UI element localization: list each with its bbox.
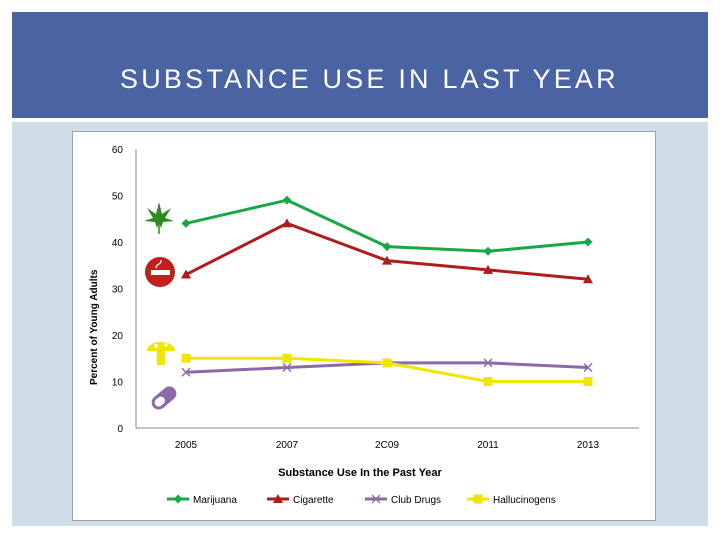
cigarette-series-line xyxy=(185,221,589,281)
x-tick-label: 2013 xyxy=(577,440,600,451)
y-tick-label: 40 xyxy=(112,238,124,249)
y-tick-label: 50 xyxy=(112,192,124,203)
cannabis-leaf-icon xyxy=(144,202,174,234)
x-tick-label: 2005 xyxy=(175,440,198,451)
hallucinogens-data-point xyxy=(583,377,593,386)
x-axis-label: Substance Use In the Past Year xyxy=(278,467,442,479)
chart-area: Percent of Young Adults Substance Use In… xyxy=(72,131,656,521)
cigarette-data-point xyxy=(483,264,493,274)
legend-item-cigarette: Cigarette xyxy=(267,494,334,506)
hallucinogens-data-point xyxy=(483,377,493,386)
legend-label: Hallucinogens xyxy=(493,495,556,506)
legend-label: Cigarette xyxy=(293,495,334,506)
legend-item-club-drugs: Club Drugs xyxy=(365,494,441,506)
no-smoking-icon xyxy=(145,257,175,287)
cigarette-data-point xyxy=(282,218,292,228)
legend-label: Club Drugs xyxy=(391,495,441,506)
y-tick-label: 10 xyxy=(112,378,124,389)
legend-item-marijuana: Marijuana xyxy=(167,494,237,506)
title-banner: SUBSTANCE USE IN LAST YEAR xyxy=(12,12,708,118)
legend-label: Marijuana xyxy=(193,495,237,506)
legend-marker xyxy=(473,494,483,504)
x-tick-label: 2007 xyxy=(276,440,299,451)
legend-marker xyxy=(273,494,283,503)
hallucinogens-data-point xyxy=(181,353,191,363)
legend-item-hallucinogens: Hallucinogens xyxy=(467,494,556,506)
marijuana-data-point xyxy=(181,218,191,228)
y-tick-label: 20 xyxy=(112,331,124,342)
cigarette-data-point xyxy=(583,274,593,284)
cigarette-data-point xyxy=(181,269,191,279)
marijuana-data-point xyxy=(382,242,392,252)
pill-capsule-icon xyxy=(151,386,177,410)
x-tick-label: 2C09 xyxy=(375,440,399,451)
slide-title: SUBSTANCE USE IN LAST YEAR xyxy=(120,64,619,94)
line-chart: Percent of Young Adults Substance Use In… xyxy=(89,145,639,506)
x-tick-label: 2011 xyxy=(477,440,499,451)
club-drugs-data-point xyxy=(583,363,593,373)
marijuana-data-point xyxy=(483,246,493,256)
mushroom-icon xyxy=(147,342,175,365)
club-drugs-data-point xyxy=(181,367,191,377)
y-tick-label: 30 xyxy=(112,285,124,296)
club-drugs-data-point xyxy=(483,358,493,368)
y-axis-label: Percent of Young Adults xyxy=(89,269,100,385)
y-tick-label: 60 xyxy=(112,145,124,156)
marijuana-data-point xyxy=(282,195,292,205)
cigarette-data-point xyxy=(382,255,392,265)
legend-marker xyxy=(173,494,183,504)
hallucinogens-data-point xyxy=(382,358,392,368)
hallucinogens-data-point xyxy=(282,353,292,363)
club-drugs-data-point xyxy=(282,363,292,373)
legend-marker xyxy=(371,494,381,504)
y-tick-label: 0 xyxy=(117,424,123,435)
marijuana-data-point xyxy=(583,237,593,247)
